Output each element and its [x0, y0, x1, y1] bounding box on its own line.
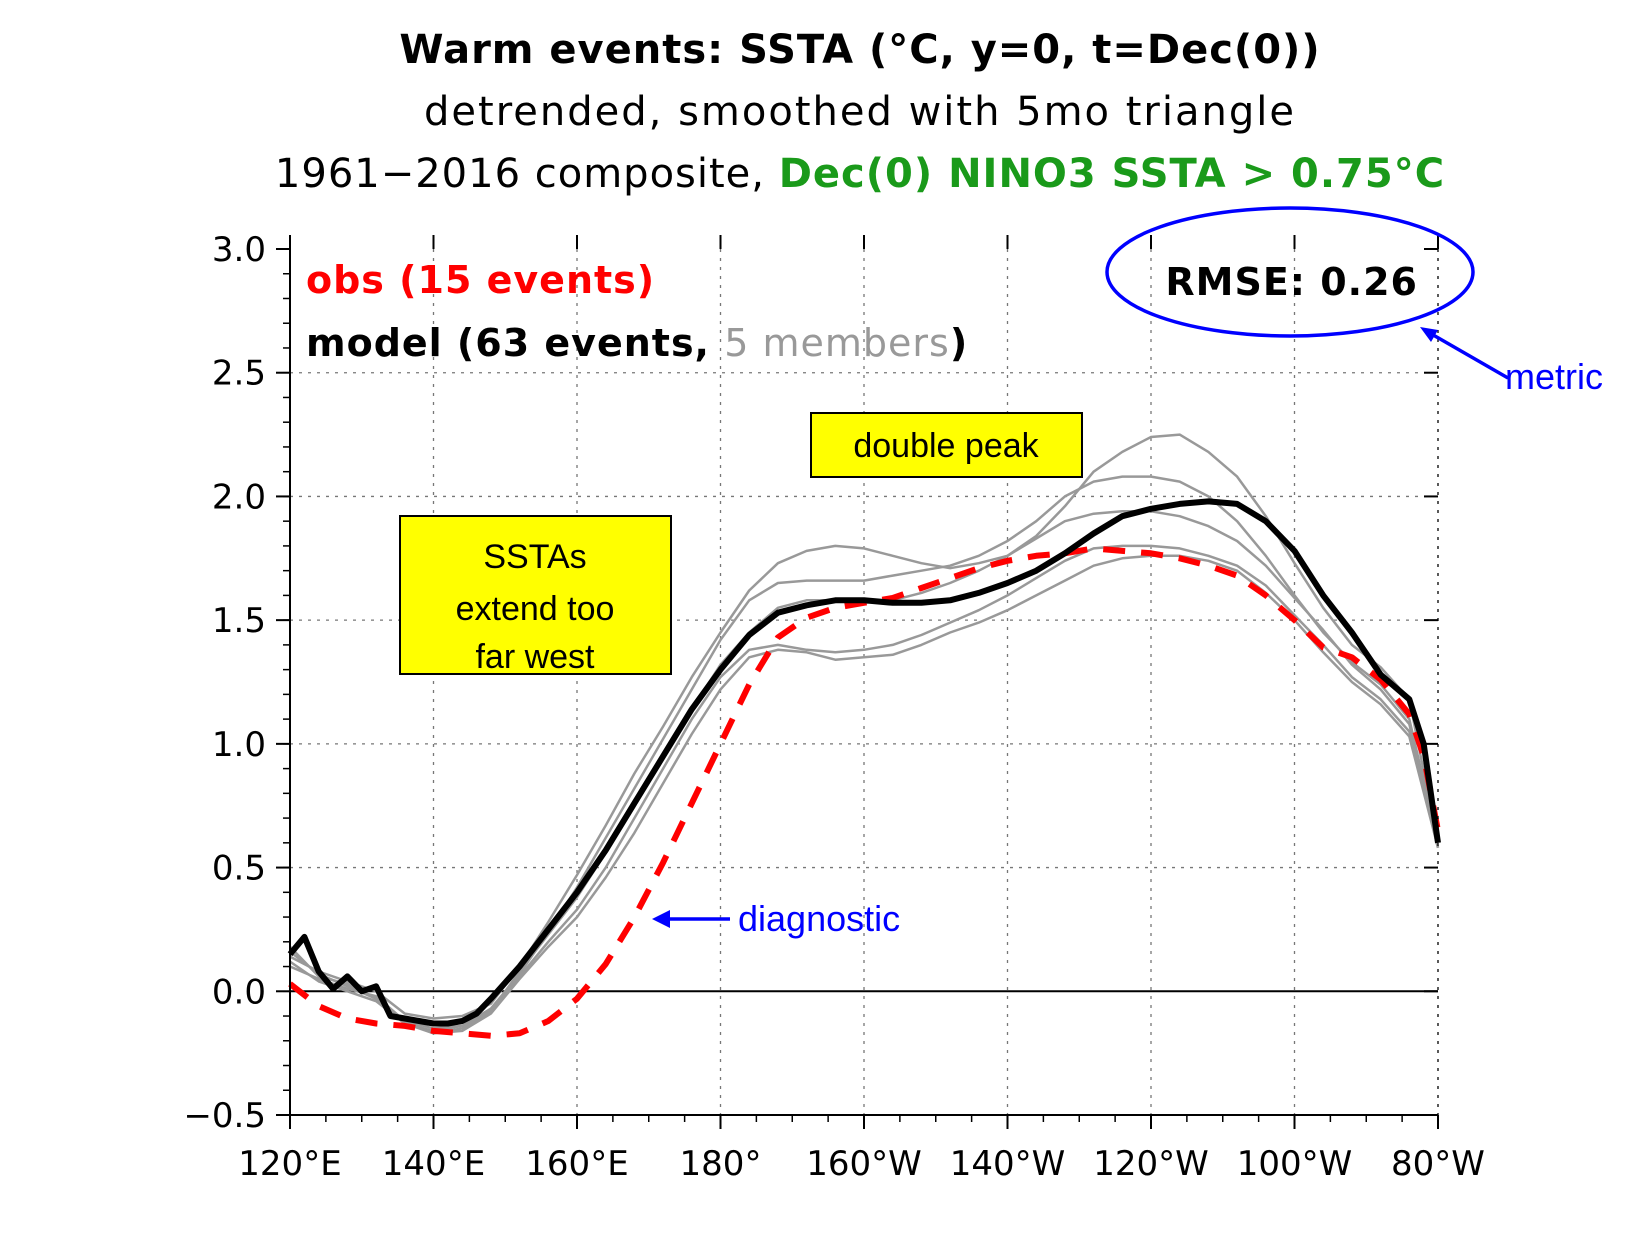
legend-obs: obs (15 events) — [306, 258, 655, 302]
y-tick-label: 1.5 — [212, 601, 266, 641]
member-series-line — [289, 554, 1440, 1035]
x-tick-label: 80°W — [1391, 1144, 1485, 1184]
legend-model-label: model (63 events, — [306, 321, 724, 365]
metric-arrowhead — [1420, 327, 1438, 342]
chart-subtitle: detrended, smoothed with 5mo triangle — [424, 89, 1296, 135]
x-tick-label: 180° — [680, 1144, 762, 1184]
rmse-ellipse — [1105, 206, 1475, 338]
legend-model-close: ) — [950, 321, 968, 365]
rmse-label: RMSE: 0.26 — [1165, 260, 1418, 304]
member-series-line — [289, 475, 1440, 1030]
diagnostic-arrowhead — [652, 910, 670, 928]
ssta-box — [399, 515, 672, 675]
metric-arrow — [1427, 330, 1509, 380]
model-series-line — [287, 498, 1441, 1027]
y-tick-label: 0.5 — [212, 849, 266, 889]
y-tick-label: 0.0 — [212, 972, 266, 1012]
y-tick-label: 2.0 — [212, 477, 266, 517]
x-tick-label: 160°E — [525, 1144, 628, 1184]
obs-series-line — [288, 545, 1441, 1039]
x-tick-label: 140°E — [382, 1144, 485, 1184]
chart-title: Warm events: SSTA (°C, y=0, t=Dec(0)) — [399, 27, 1320, 73]
y-tick-label: −0.5 — [183, 1096, 266, 1136]
legend-members-label: 5 members — [724, 321, 950, 365]
composite-period: 1961−2016 composite, — [275, 151, 779, 197]
x-tick-label: 120°E — [238, 1144, 341, 1184]
model-layer — [287, 498, 1441, 1027]
ssta-label-line1: SSTAs — [483, 538, 586, 576]
x-tick-label: 120°W — [1093, 1144, 1209, 1184]
diagnostic-label: diagnostic — [738, 898, 900, 939]
nino3-criterion: Dec(0) NINO3 SSTA > 0.75°C — [779, 151, 1445, 197]
x-tick-label: 160°W — [806, 1144, 922, 1184]
metric-label: metric — [1505, 356, 1603, 397]
legend-model: model (63 events, 5 members) — [306, 321, 968, 365]
ssta-label-line3: far west — [475, 638, 595, 676]
y-tick-label: 3.0 — [212, 230, 266, 270]
grid-layer — [290, 249, 1438, 1115]
x-tick-label: 140°W — [950, 1144, 1066, 1184]
double-peak-box — [810, 412, 1083, 478]
double-peak-label: double peak — [853, 427, 1039, 465]
axes-layer: −0.5 0.0 0.5 1.0 1.5 2.0 2.5 3.0 120°E 140°E 160°E… — [183, 230, 1485, 1184]
y-tick-label: 1.0 — [212, 725, 266, 765]
x-tick-label: 100°W — [1237, 1144, 1353, 1184]
member-series-line — [289, 544, 1440, 1035]
y-tick-label: 2.5 — [212, 354, 266, 394]
chart-subtitle-2: 1961−2016 composite, Dec(0) NINO3 SSTA >… — [275, 151, 1445, 197]
ssta-label-line2: extend too — [456, 590, 615, 628]
obs-layer — [288, 545, 1441, 1039]
